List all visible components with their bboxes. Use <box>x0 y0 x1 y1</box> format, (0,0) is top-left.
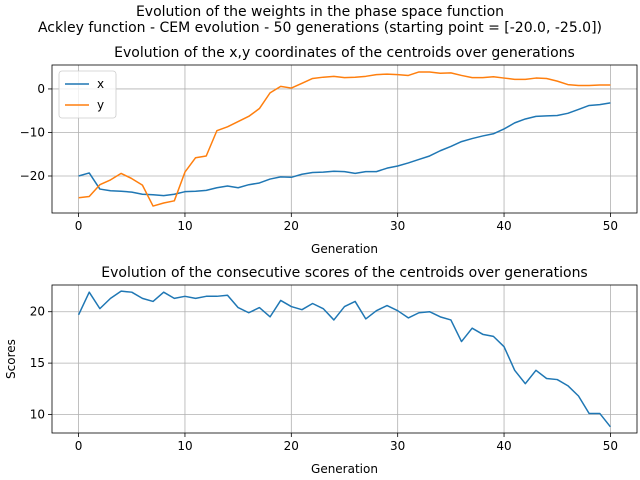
legend: xy <box>58 70 117 119</box>
x-tick-label: 40 <box>496 439 511 453</box>
x-tick-label: 30 <box>390 439 405 453</box>
y-axis-label: Scores <box>4 339 18 379</box>
x-tick-label: 20 <box>284 439 299 453</box>
suptitle-line-1: Evolution of the weights in the phase sp… <box>136 4 504 20</box>
axes-title: Evolution of the consecutive scores of t… <box>101 265 587 281</box>
series-line-x <box>78 102 611 197</box>
x-tick-label: 50 <box>603 439 618 453</box>
legend-label-y: y <box>97 98 104 112</box>
y-tick-label: −10 <box>20 125 45 139</box>
coordinates-axes: Evolution of the x,y coordinates of the … <box>20 45 638 256</box>
series-line-y <box>78 71 611 207</box>
axes-frame <box>51 284 638 434</box>
x-tick-label: 10 <box>177 439 192 453</box>
x-tick-label: 50 <box>603 219 618 233</box>
x-axis-label: Generation <box>311 462 378 476</box>
y-tick-label: 15 <box>30 356 45 370</box>
x-axis-label: Generation <box>311 242 378 256</box>
legend-label-x: x <box>97 77 104 91</box>
scores-axes: Evolution of the consecutive scores of t… <box>4 265 638 476</box>
y-tick-label: 0 <box>37 82 45 96</box>
x-tick-label: 0 <box>75 219 83 233</box>
y-tick-label: −20 <box>20 169 45 183</box>
suptitle-line-2: Ackley function - CEM evolution - 50 gen… <box>38 20 602 36</box>
x-tick-label: 30 <box>390 219 405 233</box>
series-line-scores <box>77 290 611 428</box>
y-tick-label: 10 <box>30 408 45 422</box>
axes-frame <box>51 64 638 214</box>
x-tick-label: 40 <box>496 219 511 233</box>
axes-title: Evolution of the x,y coordinates of the … <box>114 45 575 61</box>
legend-box <box>58 70 117 119</box>
x-tick-label: 20 <box>284 219 299 233</box>
y-tick-label: 20 <box>30 305 45 319</box>
x-tick-label: 0 <box>75 439 83 453</box>
x-tick-label: 10 <box>177 219 192 233</box>
